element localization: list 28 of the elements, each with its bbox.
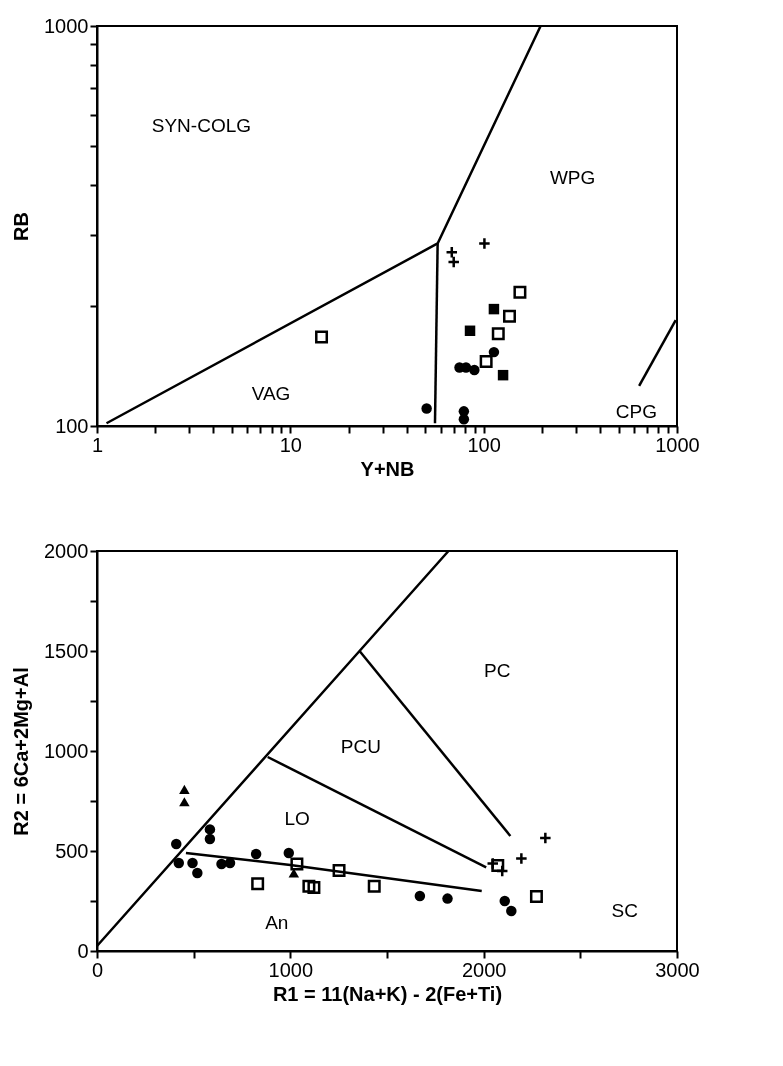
x-tick-label: 1000	[268, 958, 314, 981]
y-tick-label: 1000	[44, 14, 89, 37]
x-tick-label: 0	[91, 958, 104, 981]
annotation: WPG	[549, 167, 596, 188]
y-tick-label: 0	[77, 939, 89, 962]
y-tick-label: 100	[55, 414, 89, 437]
x-tick-label: 1	[91, 433, 104, 456]
y-axis-title: R2 = 6Ca+2Mg+Al	[10, 667, 33, 836]
annotation: PCU	[340, 736, 381, 757]
y-tick-label: 2000	[44, 539, 89, 562]
annotation: An	[265, 912, 289, 933]
x-tick-label: 10	[279, 433, 302, 456]
annotation: VAG	[251, 383, 291, 404]
x-axis-title: Y+NB	[360, 457, 415, 480]
x-tick-label: 3000	[655, 958, 700, 981]
annotation: PC	[484, 660, 511, 681]
x-tick-label: 1000	[655, 433, 700, 456]
y-tick-label: 500	[55, 839, 89, 862]
x-tick-label: 100	[467, 433, 501, 456]
y-axis-title: RB	[10, 212, 33, 241]
x-tick-label: 2000	[461, 958, 507, 981]
annotation: SC	[611, 900, 638, 921]
y-tick-label: 1000	[44, 739, 89, 762]
annotation: LO	[284, 808, 310, 829]
annotation: SYN-COLG	[151, 115, 252, 136]
x-axis-title: R1 = 11(Na+K) - 2(Fe+Ti)	[272, 982, 503, 1005]
y-tick-label: 1500	[44, 639, 89, 662]
annotation: CPG	[615, 401, 657, 422]
